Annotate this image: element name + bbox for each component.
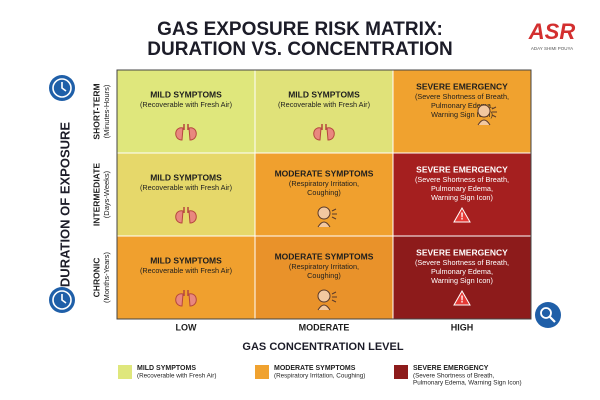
row-label: SHORT-TERM: [91, 83, 101, 139]
cough-icon: [491, 106, 497, 118]
row-label: CHRONIC: [91, 258, 101, 298]
column-label: LOW: [176, 322, 197, 332]
cough-icon: [317, 289, 331, 303]
cell-text: (Respiratory Irritation,: [289, 179, 359, 188]
cell-title: SEVERE EMERGENCY: [416, 164, 508, 174]
cough-icon: [331, 291, 337, 303]
row-sublabel: (Days-Weeks): [102, 170, 111, 218]
cell-text: Coughing): [307, 271, 341, 280]
matrix-cell: [116, 235, 256, 320]
lungs-icon: [183, 290, 189, 296]
legend-text: (Respiratory Irritation, Coughing): [274, 373, 365, 380]
search-icon: [540, 307, 552, 319]
lungs-icon: [175, 293, 184, 307]
cell-title: SEVERE EMERGENCY: [416, 247, 508, 257]
cell-text: Coughing): [307, 188, 341, 197]
lungs-icon: [326, 127, 335, 141]
matrix-cell: [116, 69, 256, 154]
legend-text: (Severe Shortness of Breath,: [413, 373, 494, 380]
row-sublabel: (Months-Years): [102, 252, 111, 303]
cell-title: SEVERE EMERGENCY: [416, 81, 508, 91]
cell-text: Warning Sign Icon): [431, 276, 493, 285]
lungs-icon: [188, 127, 197, 141]
cell-text: (Severe Shortness of Breath,: [415, 175, 509, 184]
lungs-icon: [188, 210, 197, 224]
cell-title: MILD SYMPTOMS: [150, 255, 222, 265]
title-line: GAS EXPOSURE RISK MATRIX:: [157, 19, 443, 40]
cell-title: MILD SYMPTOMS: [150, 172, 222, 182]
search-icon: [535, 302, 561, 328]
cell-title: MODERATE SYMPTOMS: [275, 168, 374, 178]
matrix-cell: [116, 152, 256, 237]
cell-title: MODERATE SYMPTOMS: [275, 251, 374, 261]
column-label: HIGH: [451, 322, 474, 332]
cell-text: (Recoverable with Fresh Air): [140, 266, 232, 275]
cell-text: Pulmonary Edema,: [431, 101, 493, 110]
cell-text: Pulmonary Edema,: [431, 267, 493, 276]
cell-text: Warning Sign Icon): [431, 193, 493, 202]
legend-text: (Recoverable with Fresh Air): [137, 373, 216, 380]
lungs-icon: [313, 127, 322, 141]
x-axis-title: GAS CONCENTRATION LEVEL: [242, 341, 403, 353]
lungs-icon: [175, 127, 184, 141]
title-line: DURATION VS. CONCENTRATION: [147, 39, 452, 60]
row-sublabel: (Minutes-Hours): [102, 84, 111, 138]
cough-icon: [317, 206, 331, 220]
cell-text: (Recoverable with Fresh Air): [278, 100, 370, 109]
cell-text: (Recoverable with Fresh Air): [140, 100, 232, 109]
warning-mark: !: [460, 295, 463, 306]
cell-title: MILD SYMPTOMS: [288, 89, 360, 99]
cough-icon: [317, 221, 331, 228]
logo-caption: ADAY SHIMI POUYA: [531, 46, 573, 51]
cell-text: (Severe Shortness of Breath,: [415, 92, 509, 101]
legend-text: Pulmonary Edema, Warning Sign Icon): [413, 380, 522, 387]
lungs-icon: [183, 207, 189, 213]
cell-text: (Respiratory Irritation,: [289, 262, 359, 271]
cough-icon: [331, 208, 337, 220]
lungs-icon: [321, 124, 327, 130]
cough-icon: [317, 304, 331, 311]
cough-icon: [477, 104, 491, 118]
cell-text: Pulmonary Edema,: [431, 184, 493, 193]
warning-mark: !: [460, 212, 463, 223]
cough-icon: [477, 119, 491, 126]
lungs-icon: [175, 210, 184, 224]
clock-icon: [52, 78, 72, 98]
cell-text: (Severe Shortness of Breath,: [415, 258, 509, 267]
legend-title: SEVERE EMERGENCY: [413, 365, 489, 372]
warning-icon: [453, 206, 471, 223]
cell-text: (Recoverable with Fresh Air): [140, 183, 232, 192]
clock-icon: [52, 290, 72, 310]
matrix-cell: [254, 69, 394, 154]
legend-title: MILD SYMPTOMS: [137, 365, 196, 372]
lungs-icon: [188, 293, 197, 307]
logo: ASR: [528, 19, 576, 44]
clock-icon: [61, 82, 67, 92]
lungs-icon: [183, 124, 189, 130]
legend-swatch: [118, 365, 132, 379]
clock-icon: [61, 294, 67, 304]
legend-swatch: [394, 365, 408, 379]
legend-title: MODERATE SYMPTOMS: [274, 365, 356, 372]
search-icon: [549, 316, 556, 323]
matrix-border: [116, 69, 532, 320]
y-axis-title: DURATION OF EXPOSURE: [57, 122, 72, 287]
cell-title: MILD SYMPTOMS: [150, 89, 222, 99]
warning-icon: [453, 289, 471, 306]
row-label: INTERMEDIATE: [91, 163, 101, 226]
column-label: MODERATE: [299, 322, 350, 332]
legend-swatch: [255, 365, 269, 379]
cell-text: Warning Sign Icon): [431, 110, 493, 119]
